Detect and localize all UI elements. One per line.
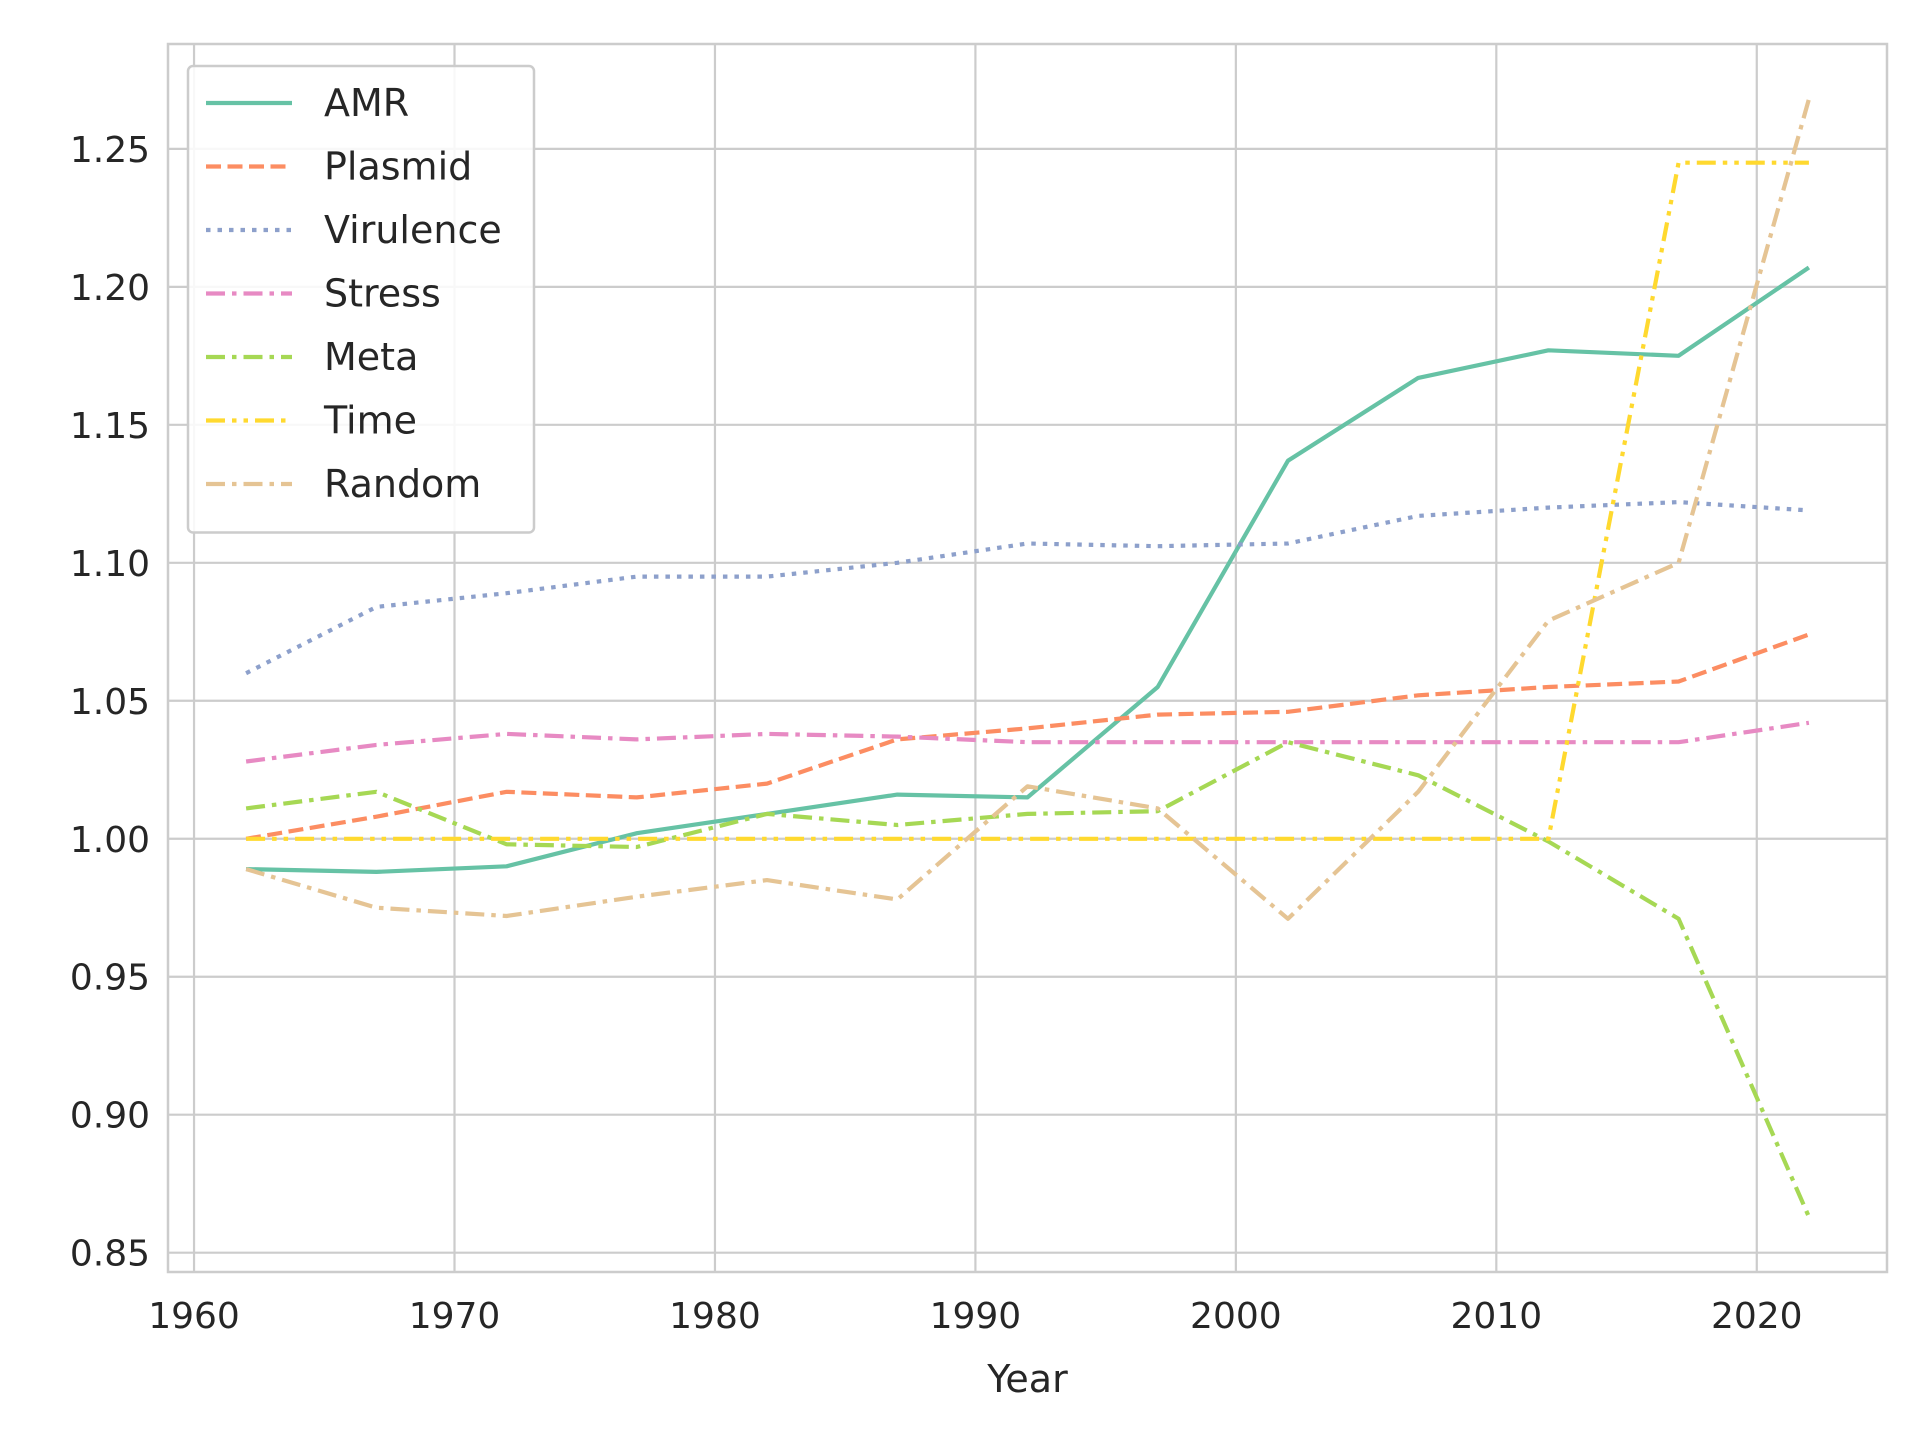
series-lines [245, 98, 1811, 1218]
legend-box [186, 64, 536, 534]
legend-item: Plasmid [206, 145, 472, 189]
legend-item: Stress [206, 272, 441, 316]
y-tick-label: 1.05 [70, 682, 150, 723]
legend-label: Random [324, 462, 481, 506]
x-tick-label: 2020 [1711, 1296, 1803, 1337]
x-tick-label: 2000 [1190, 1296, 1282, 1337]
legend-label: AMR [324, 81, 409, 125]
series-line-plasmid [245, 632, 1810, 841]
legend-label: Meta [324, 335, 418, 379]
legend-items: AMR Plasmid Virulence Stress Meta Time Random [206, 81, 502, 506]
x-axis-title: Year [986, 1357, 1068, 1401]
legend-item: Meta [206, 335, 418, 379]
y-tick-label: 1.00 [70, 820, 150, 861]
x-tick-label: 1960 [148, 1296, 240, 1337]
series-line-stress [245, 720, 1810, 764]
plot-frame [166, 42, 1889, 1274]
x-tick-labels: 1960 1970 1980 1990 2000 2010 2020 [148, 1296, 1802, 1337]
x-tick-label: 2010 [1451, 1296, 1543, 1337]
grid [168, 44, 1887, 1272]
series-line-amr [246, 265, 1811, 875]
x-tick-label: 1990 [930, 1296, 1022, 1337]
y-tick-label: 1.25 [70, 130, 150, 171]
x-tick-label: 1980 [669, 1296, 761, 1337]
y-tick-label: 1.20 [70, 268, 150, 309]
legend-label: Plasmid [324, 145, 472, 189]
legend-label: Virulence [324, 208, 502, 252]
y-tick-label: 1.15 [70, 406, 150, 447]
legend-label: Stress [324, 272, 441, 316]
series-line-virulence [245, 500, 1810, 676]
y-tick-label: 1.10 [70, 544, 150, 585]
series-line-time [246, 160, 1809, 841]
legend-item: Time [206, 399, 417, 443]
series-line-random [245, 98, 1811, 921]
legend: AMR Plasmid Virulence Stress Meta Time Random [186, 64, 536, 534]
y-tick-label: 0.95 [70, 958, 150, 999]
legend-item: Virulence [206, 208, 502, 252]
legend-item: AMR [206, 81, 409, 125]
y-tick-labels: 0.85 0.90 0.95 1.00 1.05 1.10 1.15 1.20 1.25 [70, 130, 150, 1275]
legend-label: Time [323, 399, 417, 443]
y-tick-label: 0.90 [70, 1096, 150, 1137]
legend-item: Random [206, 462, 481, 506]
y-tick-label: 0.85 [70, 1234, 150, 1275]
series-line-meta [245, 740, 1811, 1218]
x-tick-label: 1970 [409, 1296, 501, 1337]
